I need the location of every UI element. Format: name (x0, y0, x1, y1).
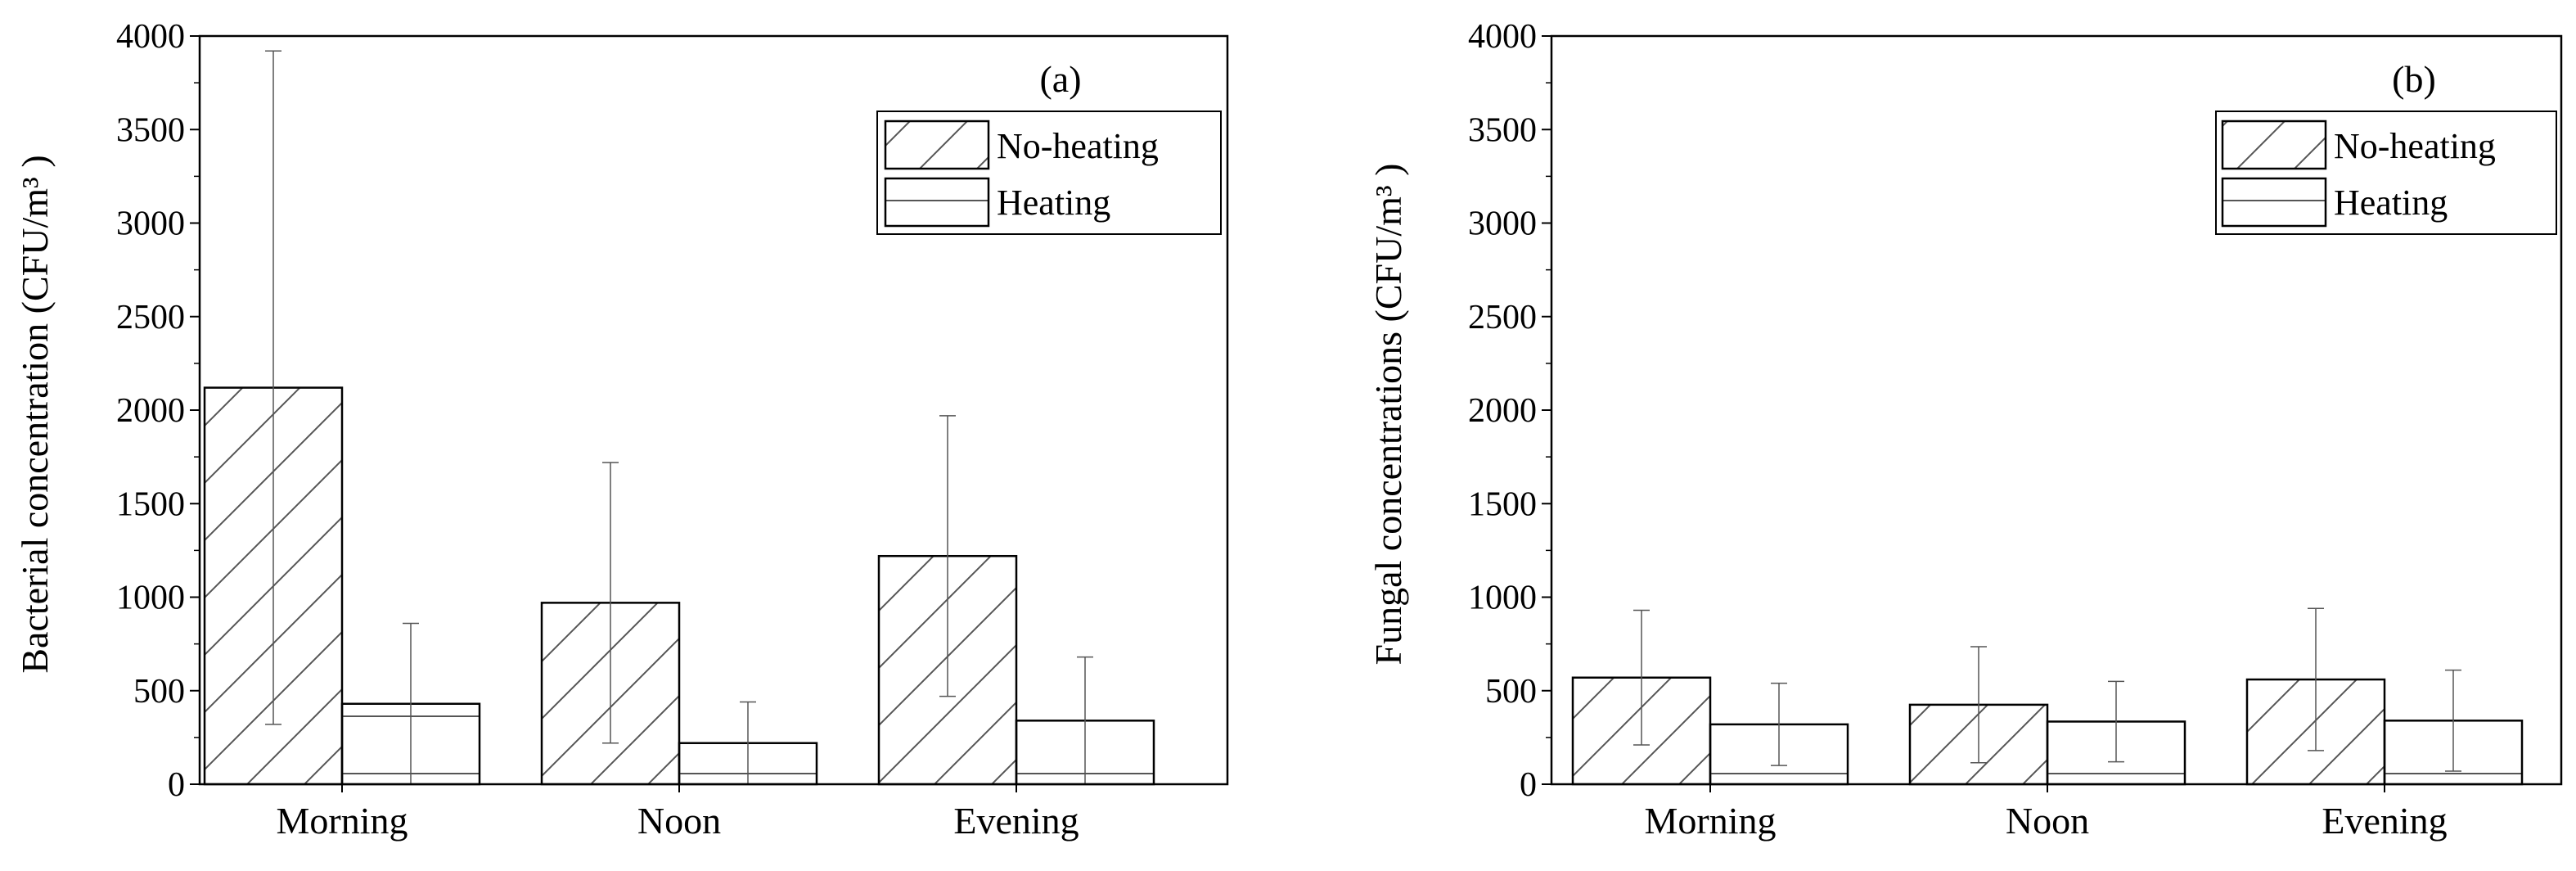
panel-b: Fungal concentrations (CFU/m³ ) (b) Morn… (1367, 18, 2563, 842)
legend-label-no-heating: No-heating (2334, 126, 2496, 166)
legend: No-heating Heating (2215, 111, 2557, 235)
bars-group: Morning Noon Evening (1571, 607, 2524, 842)
y-tick-label: 500 (133, 673, 185, 711)
x-tick-label-noon: Noon (637, 800, 721, 842)
x-tick-label-evening: Evening (2322, 800, 2447, 842)
y-axis-title: Bacterial concentration (CFU/m³ ) (14, 155, 56, 673)
y-tick-label: 1000 (116, 580, 185, 617)
y-tick-label: 2000 (116, 392, 185, 430)
y-tick-label: 3500 (116, 111, 185, 149)
y-tick-label: 2500 (116, 299, 185, 336)
axes: 0 500 1000 1500 2000 2500 3000 3500 4000 (1468, 18, 2563, 804)
y-tick-label: 3000 (1468, 205, 1537, 243)
legend-swatch-heating (2221, 177, 2327, 228)
x-tick-label-morning: Morning (1645, 800, 1777, 842)
y-tick-label: 1500 (1468, 485, 1537, 523)
y-axis-title: Fungal concentrations (CFU/m³ ) (1367, 164, 1409, 666)
x-tick-label-morning: Morning (277, 800, 408, 842)
legend-label-no-heating: No-heating (997, 126, 1159, 166)
y-tick-label: 1500 (116, 485, 185, 523)
x-tick-label-noon: Noon (2006, 800, 2089, 842)
y-tick-label: 4000 (116, 18, 185, 56)
y-tick-label: 1000 (1468, 580, 1537, 617)
y-tick-label: 2000 (1468, 392, 1537, 430)
y-tick-label: 0 (168, 766, 185, 804)
panel-a: Bacterial concentration (CFU/m³ ) (a) Mo… (14, 18, 1229, 842)
legend-swatch-no-heating (2221, 120, 2327, 170)
legend-label-heating: Heating (997, 183, 1110, 223)
y-tick-label: 2500 (1468, 299, 1537, 336)
y-tick-label: 0 (1520, 766, 1537, 804)
panel-tag: (a) (1039, 58, 1081, 100)
y-tick-label: 500 (1485, 673, 1537, 711)
legend-swatch-heating (884, 177, 990, 228)
x-tick-label-evening: Evening (953, 800, 1079, 842)
y-tick-label: 3500 (1468, 111, 1537, 149)
legend-swatch-no-heating (884, 120, 990, 170)
y-tick-label: 4000 (1468, 18, 1537, 56)
legend: No-heating Heating (876, 111, 1222, 235)
panel-tag: (b) (2392, 58, 2436, 100)
legend-label-heating: Heating (2334, 183, 2448, 223)
y-tick-label: 3000 (116, 205, 185, 243)
axes: 0 500 1000 1500 2000 2500 3000 3500 4000 (116, 18, 1229, 804)
